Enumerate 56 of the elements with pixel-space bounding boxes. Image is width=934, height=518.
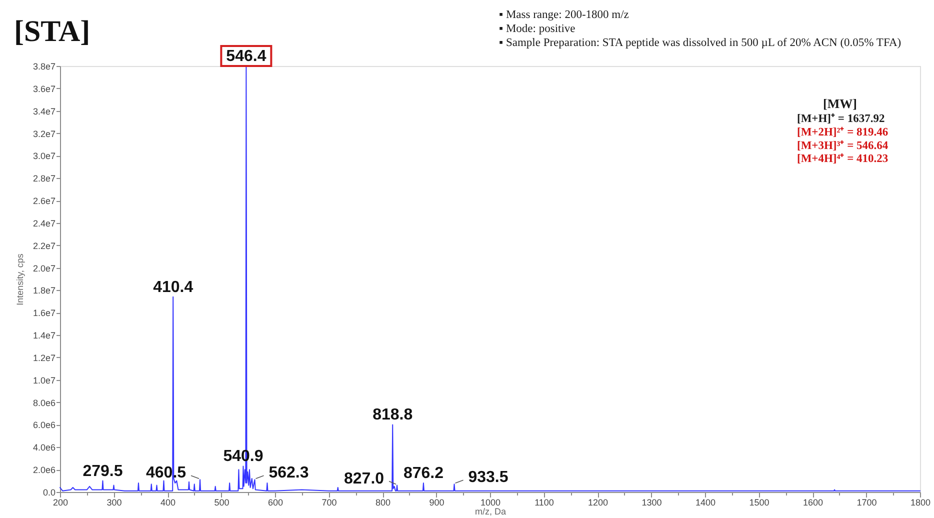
x-tick-label: 1300 [642,498,662,508]
y-tick-label: 2.8e7 [32,174,56,184]
annotation: 279.5 [82,462,123,480]
y-tick-label: 2.0e7 [32,263,56,274]
y-tick-label: 2.0e6 [32,465,56,476]
y-tick-label: 4.0e6 [32,442,56,453]
annotation: 818.8 [372,406,413,424]
text: ▪ Mode: positive [499,23,576,35]
y-tick-label: 1.2e7 [32,352,56,363]
text: ▪ Sample Preparation: STA peptide was dissolved in 500 µL of 20% ACN (0.05% TFA) [499,37,902,49]
x-tick-label: 200 [52,498,68,508]
y-tick-label: 1.8e7 [32,286,56,296]
chart-title: [STA] [14,15,90,48]
annotation: 562.3 [268,464,309,482]
y-tick-label: 2.4e7 [32,218,56,228]
x-tick-label: 300 [106,498,122,508]
annotation: 546.4 [226,48,266,65]
x-tick-label: 500 [214,498,230,508]
annotation: [M+4H]⁴⁺ = 410.23 [797,153,888,166]
y-tick-label: 3.0e7 [32,151,56,162]
y-tick-label: 3.8e7 [32,62,56,72]
y-tick-label: 1.4e7 [32,330,56,341]
x-tick-label: 1000 [480,498,501,508]
y-tick-label: 0.0 [42,488,56,498]
y-tick-label: 1.6e7 [32,308,56,318]
x-tick-label: 700 [322,498,337,508]
x-tick-label: 400 [160,498,176,508]
y-tick-label: 2.2e7 [32,240,56,251]
annotation: [M+3H]³⁺ = 546.64 [797,140,888,152]
y-tick-label: 1.0e7 [32,375,56,386]
x-axis-title: m/z, Da [474,506,506,516]
x-tick-label: 1800 [910,498,931,508]
annotation: [MW] [823,96,857,111]
x-tick-label: 800 [375,498,391,508]
x-tick-label: 1100 [534,498,554,508]
annotation: [M+H]⁺ = 1637.92 [797,113,885,125]
x-tick-label: 1400 [695,498,716,508]
annotation: 410.4 [153,278,194,296]
annotation: [M+2H]²⁺ = 819.46 [797,126,888,138]
y-tick-label: 8.0e6 [32,398,56,408]
y-tick-label: 3.6e7 [32,84,56,94]
annotation: 827.0 [344,470,384,488]
y-tick-label: 3.2e7 [32,128,56,139]
annotation: 876.2 [403,465,444,482]
x-tick-label: 1500 [749,498,770,508]
x-tick-label: 900 [429,498,444,508]
x-tick-label: 1600 [802,498,824,508]
annotation: 933.5 [468,469,508,486]
y-tick-label: 3.4e7 [32,106,56,116]
x-tick-label: 1200 [588,498,608,508]
x-tick-label: 600 [268,498,284,508]
text: ▪ Mass range: 200-1800 m/z [499,9,629,21]
y-axis-title: Intensity, cps [14,253,25,306]
y-tick-label: 2.6e7 [32,196,56,206]
y-tick-label: 6.0e6 [32,420,56,430]
x-tick-label: 1700 [856,498,877,508]
